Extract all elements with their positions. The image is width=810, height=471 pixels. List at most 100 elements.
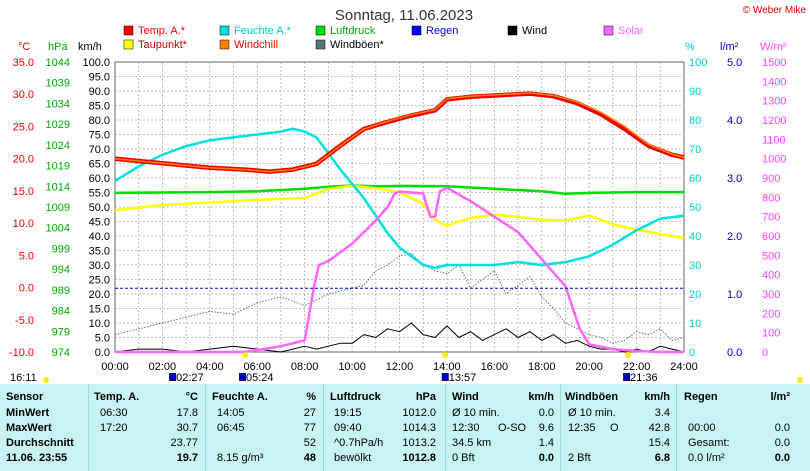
legend-swatch	[219, 39, 230, 50]
wind-tick-label: 20.0	[89, 289, 110, 301]
wind-unit-label: km/h	[78, 41, 102, 53]
stats-header-cell: Luftdruck	[330, 391, 381, 403]
solar-tick-label: 1300	[762, 96, 786, 108]
time-marker-label: 21:36	[630, 372, 658, 384]
solar-tick-label: 600	[762, 231, 780, 243]
press-tick-label: 1009	[46, 202, 70, 214]
sun-marker-icon	[242, 352, 248, 358]
rain-value: 0.0	[774, 437, 790, 449]
stats-header-cell: Feuchte A.	[212, 391, 268, 403]
stats-row-label: Durchschnitt	[6, 437, 74, 449]
chart-grid	[114, 61, 685, 353]
hum-value: 52	[303, 437, 316, 449]
legend-swatch	[123, 25, 134, 36]
wind-tick-label: 55.0	[89, 188, 110, 200]
legend-swatch	[219, 25, 230, 36]
wind-tick-label: 85.0	[89, 101, 110, 113]
stats-row: 11.06. 23:55 19.7 8.15 g/m³ 48 bewölkt 1012.8…	[0, 451, 810, 466]
hum-time: 8.15 g/m³	[217, 452, 264, 464]
rain-tick-label: 4.0	[727, 115, 742, 127]
legend-label: Feuchte A.*	[234, 25, 292, 37]
table-column-divider	[676, 384, 677, 471]
hum-tick-label: 20	[689, 289, 701, 301]
time-marker-icon	[169, 373, 177, 381]
hum-tick-label: 10	[689, 318, 701, 330]
temp-value: 19.7	[176, 452, 198, 464]
solar-tick-label: 1400	[762, 76, 786, 88]
x-tick-label: 08:00	[291, 361, 319, 373]
solar-tick-label: 500	[762, 250, 780, 262]
x-tick-label: 24:00	[670, 361, 698, 373]
press-unit-label: hPa	[48, 41, 68, 53]
press-tick-label: 974	[52, 347, 70, 359]
temp-tick-label: 5.0	[19, 250, 34, 262]
x-tick-label: 16:00	[481, 361, 509, 373]
wind-value: 9.6	[538, 422, 554, 434]
stats-header-cell: l/m²	[770, 391, 790, 403]
press-tick-label: 989	[52, 285, 70, 297]
hum-tick-label: 50	[689, 202, 701, 214]
hum-tick-label: 70	[689, 144, 701, 156]
press-value: 1013.2	[402, 437, 436, 449]
x-tick-label: 10:00	[338, 361, 366, 373]
stats-header-cell: Temp. A.	[94, 391, 140, 403]
stats-row-label: MinWert	[6, 407, 50, 419]
x-tick-label: 22:00	[623, 361, 651, 373]
table-column-divider	[323, 384, 324, 471]
time-marker-label: 02:27	[176, 372, 204, 384]
x-tick-label: 18:00	[528, 361, 556, 373]
wind-tick-label: 80.0	[89, 115, 110, 127]
temp-tick-label: 30.0	[13, 89, 34, 101]
wind-tick-label: 50.0	[89, 202, 110, 214]
stats-header-cell: Regen	[684, 391, 718, 403]
legend-swatch	[411, 25, 422, 36]
temp-tick-label: -5.0	[15, 315, 34, 327]
wind-tick-label: 15.0	[89, 304, 110, 316]
x-tick-label: 14:00	[433, 361, 461, 373]
stats-header-cell: %	[306, 391, 316, 403]
temp-value: 17.8	[176, 407, 198, 419]
press-value: 1012.8	[402, 452, 436, 464]
hum-tick-label: 80	[689, 115, 701, 127]
press-time: bewölkt	[334, 452, 372, 464]
legend-swatch	[315, 39, 326, 50]
press-tick-label: 1014	[46, 181, 70, 193]
wind-tick-label: 40.0	[89, 231, 110, 243]
chart-legend: Temp. A.* Feuchte A.* Luftdruck Regen Wind So…	[123, 25, 644, 51]
rain-tick-label: 2.0	[727, 231, 742, 243]
series-line	[115, 186, 684, 354]
sun-marker-icon	[442, 352, 448, 358]
hum-time: 14:05	[217, 407, 245, 419]
hum-time: 06:45	[217, 422, 245, 434]
stats-header-cell: km/h	[528, 391, 554, 403]
table-column-divider	[88, 384, 89, 471]
legend-label: Solar	[618, 25, 644, 37]
legend-swatch	[507, 25, 518, 36]
legend-label: Taupunkt*	[138, 39, 188, 51]
gust-value: 6.8	[654, 452, 670, 464]
wind-tick-label: 45.0	[89, 217, 110, 229]
x-tick-label: 20:00	[575, 361, 603, 373]
rain-tick-label: 3.0	[727, 173, 742, 185]
hum-value: 48	[303, 452, 316, 464]
temp-tick-label: 10.0	[13, 218, 34, 230]
stats-header-cell: hPa	[415, 391, 436, 403]
gust-value: 42.8	[648, 422, 670, 434]
wind-tick-label: 5.0	[95, 333, 110, 345]
time-markers: 02:27 05:24 13:57 21:36	[43, 352, 803, 384]
stats-header-cell: Sensor	[6, 391, 44, 403]
solar-tick-label: 700	[762, 212, 780, 224]
series-line	[114, 322, 685, 353]
sun-marker-icon	[625, 352, 631, 358]
wind-tick-label: 90.0	[89, 86, 110, 98]
rain-desc: Gesamt:	[688, 437, 730, 449]
axis-tick-labels: 35.0 30.0 25.0 20.0 15.0 10.0 5.0 0.0 -5.0 -10.0 1…	[9, 57, 787, 373]
press-tick-label: 1004	[46, 223, 70, 235]
wind-tick-label: 10.0	[89, 318, 110, 330]
time-marker-icon	[239, 373, 247, 381]
rain-desc: 00:00	[688, 422, 716, 434]
press-time: 19:15	[334, 407, 362, 419]
hum-tick-label: 40	[689, 231, 701, 243]
press-tick-label: 984	[52, 306, 70, 318]
hum-tick-label: 100	[689, 57, 707, 69]
